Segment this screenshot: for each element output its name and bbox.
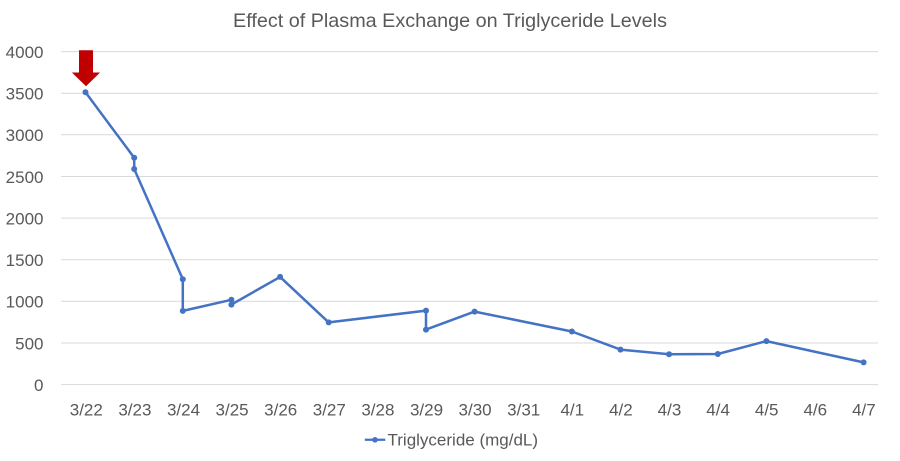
svg-text:Effect of Plasma Exchange on T: Effect of Plasma Exchange on Triglycerid… [233, 10, 667, 32]
svg-text:3/29: 3/29 [410, 401, 443, 420]
svg-text:3500: 3500 [6, 85, 44, 104]
svg-text:3/24: 3/24 [167, 401, 200, 420]
svg-text:3/31: 3/31 [507, 401, 540, 420]
svg-text:1000: 1000 [6, 293, 44, 312]
svg-text:3/27: 3/27 [313, 401, 346, 420]
svg-text:3/28: 3/28 [361, 401, 394, 420]
svg-text:4/1: 4/1 [560, 401, 584, 420]
svg-text:3/30: 3/30 [459, 401, 492, 420]
svg-text:3000: 3000 [6, 126, 44, 145]
svg-text:Triglyceride (mg/dL): Triglyceride (mg/dL) [388, 431, 539, 450]
svg-text:4000: 4000 [6, 43, 44, 62]
svg-text:1500: 1500 [6, 251, 44, 270]
svg-text:3/26: 3/26 [264, 401, 297, 420]
svg-text:2500: 2500 [6, 168, 44, 187]
svg-text:3/23: 3/23 [118, 401, 151, 420]
svg-text:2000: 2000 [6, 209, 44, 228]
svg-text:4/2: 4/2 [609, 401, 633, 420]
svg-text:3/25: 3/25 [216, 401, 249, 420]
svg-text:4/3: 4/3 [658, 401, 682, 420]
svg-text:0: 0 [34, 376, 43, 395]
svg-text:4/7: 4/7 [852, 401, 876, 420]
svg-text:4/4: 4/4 [706, 401, 730, 420]
svg-text:3/22: 3/22 [70, 401, 103, 420]
svg-text:4/6: 4/6 [803, 401, 827, 420]
svg-text:500: 500 [15, 334, 43, 353]
svg-text:4/5: 4/5 [755, 401, 779, 420]
